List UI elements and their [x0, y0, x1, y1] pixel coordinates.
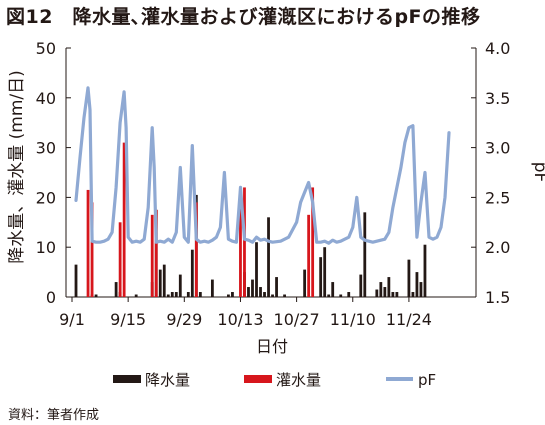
rain-bar: [391, 292, 395, 297]
x-tick-label: 10/13: [217, 310, 263, 329]
figure-title: 図12 降水量､灌水量および灌漑区におけるpFの推移: [6, 6, 481, 28]
rain-bar: [178, 274, 182, 297]
rain-bar: [275, 277, 278, 297]
left-tick-label: 30: [36, 139, 56, 158]
rain-bar: [255, 242, 258, 297]
right-tick-label: 3.0: [485, 139, 510, 158]
irrigation-bar: [154, 209, 158, 297]
irrigation-bar: [118, 222, 122, 297]
rain-bar: [190, 249, 194, 297]
rain-bar: [423, 244, 427, 297]
figure-source: 資料：筆者作成: [8, 408, 100, 423]
rain-bar: [271, 294, 274, 297]
rain-bar: [375, 289, 379, 297]
legend-label-irrigation: 灌水量: [276, 371, 321, 389]
rain-bar: [210, 279, 214, 297]
pf-line: [74, 86, 451, 245]
left-tick-label: 40: [36, 89, 56, 108]
rain-bar: [359, 274, 363, 297]
pf-line-group: [74, 86, 451, 245]
rain-bar: [74, 264, 78, 297]
rain-bar: [327, 294, 331, 297]
rain-bar: [259, 287, 262, 297]
legend-label-rain: 降水量: [145, 371, 190, 389]
y-axis-right-label: pF: [530, 162, 545, 183]
rain-bar: [251, 279, 254, 297]
rain-bar: [170, 292, 174, 297]
rain-bar: [407, 259, 411, 297]
rain-bar: [162, 264, 166, 297]
irrigation-bars: [86, 142, 315, 297]
left-tick-label: 50: [36, 39, 56, 58]
x-tick-label: 11/24: [386, 310, 432, 329]
rain-bar: [263, 292, 266, 297]
irrigation-bar: [122, 142, 126, 297]
right-axis: 1.5 2.0 2.5 3.0 3.5 4.0: [471, 39, 510, 307]
x-tick-label: 9/1: [59, 310, 85, 329]
left-tick-label: 10: [36, 238, 56, 257]
rain-bar: [363, 212, 367, 297]
irrigation-bar: [86, 189, 90, 297]
rain-bar: [415, 272, 419, 297]
rain-bar: [174, 292, 178, 297]
x-axis: 9/1 9/15 9/29 10/13 10/27 11/10 11/24: [59, 297, 432, 329]
rain-bar: [166, 294, 170, 297]
rain-bar: [331, 282, 335, 297]
rain-bar: [134, 294, 138, 297]
rain-bar: [323, 247, 327, 297]
rain-bar: [158, 269, 162, 297]
rain-bar: [383, 287, 387, 297]
left-axis: 0 10 20 30 40 50: [36, 39, 71, 307]
rain-bar: [387, 277, 391, 297]
right-tick-label: 1.5: [485, 288, 510, 307]
x-tick-label: 10/27: [274, 310, 320, 329]
rain-bar: [419, 282, 423, 297]
irrigation-bar: [194, 202, 198, 297]
y-axis-left-label: 降水量、灌水量 (mm/日): [7, 70, 27, 264]
rain-bar: [283, 294, 286, 297]
right-tick-label: 3.5: [485, 89, 510, 108]
right-tick-label: 2.5: [485, 188, 510, 207]
legend-label-pf: pF: [418, 371, 436, 389]
rain-bar: [379, 282, 383, 297]
rain-bar: [94, 294, 98, 297]
x-tick-label: 11/10: [330, 310, 376, 329]
rain-bar: [347, 292, 351, 297]
x-axis-label: 日付: [256, 337, 288, 356]
rain-bar: [114, 282, 118, 297]
rain-bar: [198, 292, 202, 297]
rain-bar: [186, 292, 190, 297]
right-tick-label: 2.0: [485, 238, 510, 257]
irrigation-bar: [90, 202, 94, 297]
legend-swatch-irrigation: [244, 375, 272, 383]
rain-bar: [339, 294, 343, 297]
irrigation-bar: [150, 214, 154, 297]
left-tick-label: 0: [46, 288, 56, 307]
irrigation-bar: [243, 187, 246, 297]
rain-bar: [303, 269, 307, 297]
irrigation-bar: [239, 207, 242, 297]
rain-bar: [247, 287, 250, 297]
rain-bar: [411, 292, 415, 297]
left-tick-label: 20: [36, 188, 56, 207]
irrigation-bar: [311, 187, 315, 297]
rain-bar: [267, 217, 270, 297]
irrigation-bar: [307, 214, 311, 297]
legend: 降水量 灌水量 pF: [113, 371, 436, 389]
rain-bar: [231, 292, 234, 297]
legend-swatch-rain: [113, 375, 141, 383]
rain-bar: [395, 292, 399, 297]
rain-bar: [227, 294, 230, 297]
right-tick-label: 4.0: [485, 39, 510, 58]
rain-bar: [319, 257, 323, 297]
x-tick-label: 9/15: [110, 310, 146, 329]
x-tick-label: 9/29: [166, 310, 202, 329]
